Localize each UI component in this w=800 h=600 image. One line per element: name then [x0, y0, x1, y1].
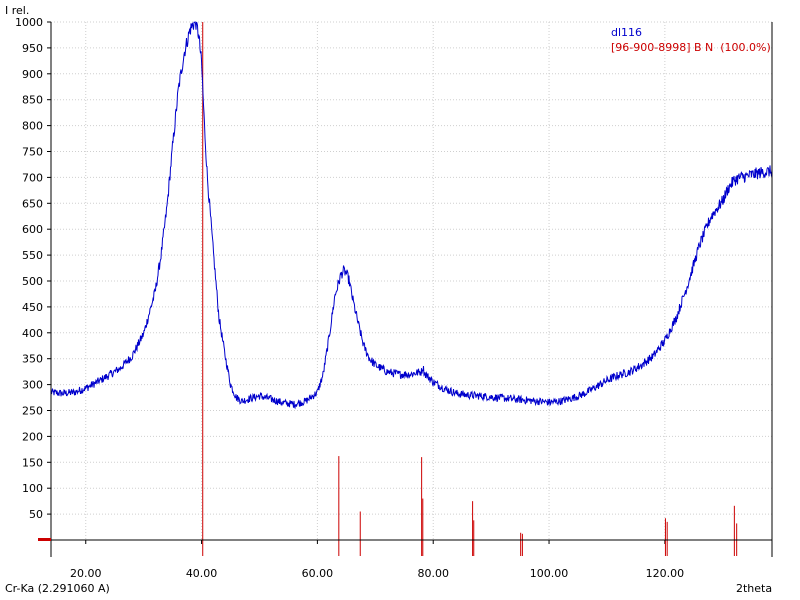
y-axis-label: I rel. — [5, 4, 29, 17]
series-line-dl116 — [50, 21, 773, 410]
y-axis-ticks: 50 100 150 200 250 300 350 400 450 500 550 600 650 70… — [15, 16, 51, 521]
y-tick-label: 1000 — [15, 16, 43, 29]
y-tick-label: 250 — [22, 405, 43, 418]
y-tick-label: 300 — [22, 379, 43, 392]
x-tick-label: 120.00 — [646, 567, 685, 580]
y-tick-label: 950 — [22, 42, 43, 55]
y-tick-label: 550 — [22, 249, 43, 262]
y-tick-label: 50 — [29, 508, 43, 521]
x-tick-label: 40.00 — [186, 567, 218, 580]
zero-marker — [38, 538, 51, 541]
radiation-label: Cr-Ka (2.291060 A) — [5, 582, 110, 595]
y-tick-label: 650 — [22, 197, 43, 210]
y-tick-label: 800 — [22, 120, 43, 133]
y-tick-label: 850 — [22, 94, 43, 107]
y-tick-label: 600 — [22, 223, 43, 236]
x-tick-label: 80.00 — [417, 567, 449, 580]
y-tick-label: 150 — [22, 456, 43, 469]
y-tick-label: 700 — [22, 171, 43, 184]
reference-sticks — [202, 22, 738, 556]
legend-entry-bn-reference: [96-900-8998] B N (100.0%) — [611, 41, 771, 54]
y-tick-label: 900 — [22, 68, 43, 81]
y-tick-label: 400 — [22, 327, 43, 340]
y-tick-label: 100 — [22, 482, 43, 495]
x-tick-label: 100.00 — [530, 567, 569, 580]
grid — [51, 21, 772, 540]
y-tick-label: 450 — [22, 301, 43, 314]
x-axis-label: 2theta — [736, 582, 772, 595]
y-tick-label: 350 — [22, 353, 43, 366]
y-tick-label: 200 — [22, 430, 43, 443]
x-axis-ticks: 20.00 40.00 60.00 80.00 100.00 120.00 — [70, 540, 684, 580]
y-tick-label: 750 — [22, 146, 43, 159]
legend-entry-dl116: dl116 — [611, 26, 642, 39]
x-tick-label: 60.00 — [302, 567, 334, 580]
x-tick-label: 20.00 — [70, 567, 102, 580]
y-tick-label: 500 — [22, 275, 43, 288]
